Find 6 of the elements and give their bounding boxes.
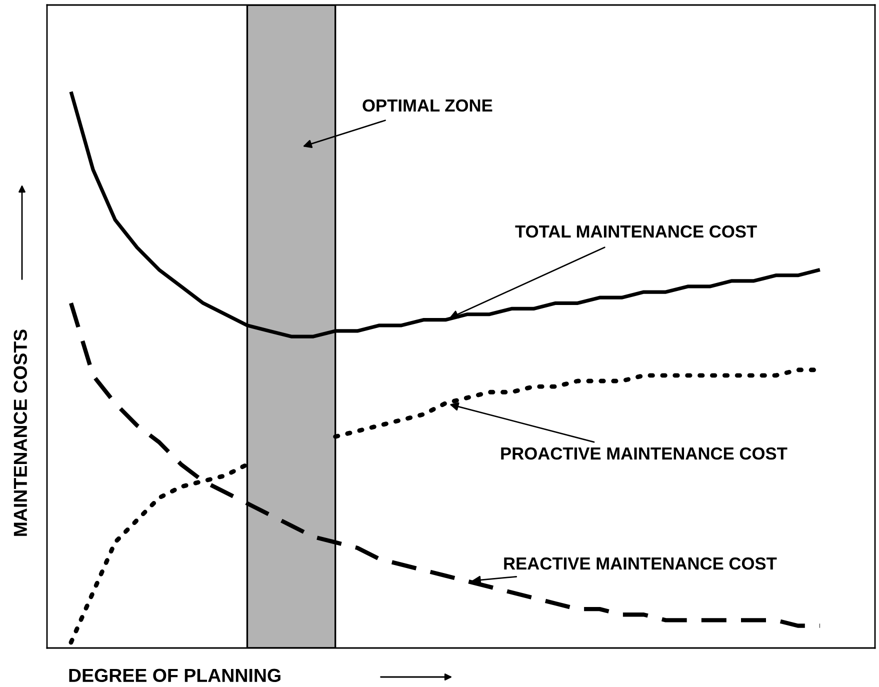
text: PROACTIVE MAINTENANCE COST: [501, 447, 788, 460]
series-label: REACTIVE MAINTENANCE COST: [504, 557, 777, 570]
y-axis-title: MAINTENANCE COSTS: [14, 330, 28, 536]
x-axis-title: DEGREE OF PLANNING: [69, 668, 280, 682]
text: TOTAL MAINTENANCE COST: [515, 225, 757, 238]
annotation: OPTIMAL ZONE: [362, 99, 492, 112]
